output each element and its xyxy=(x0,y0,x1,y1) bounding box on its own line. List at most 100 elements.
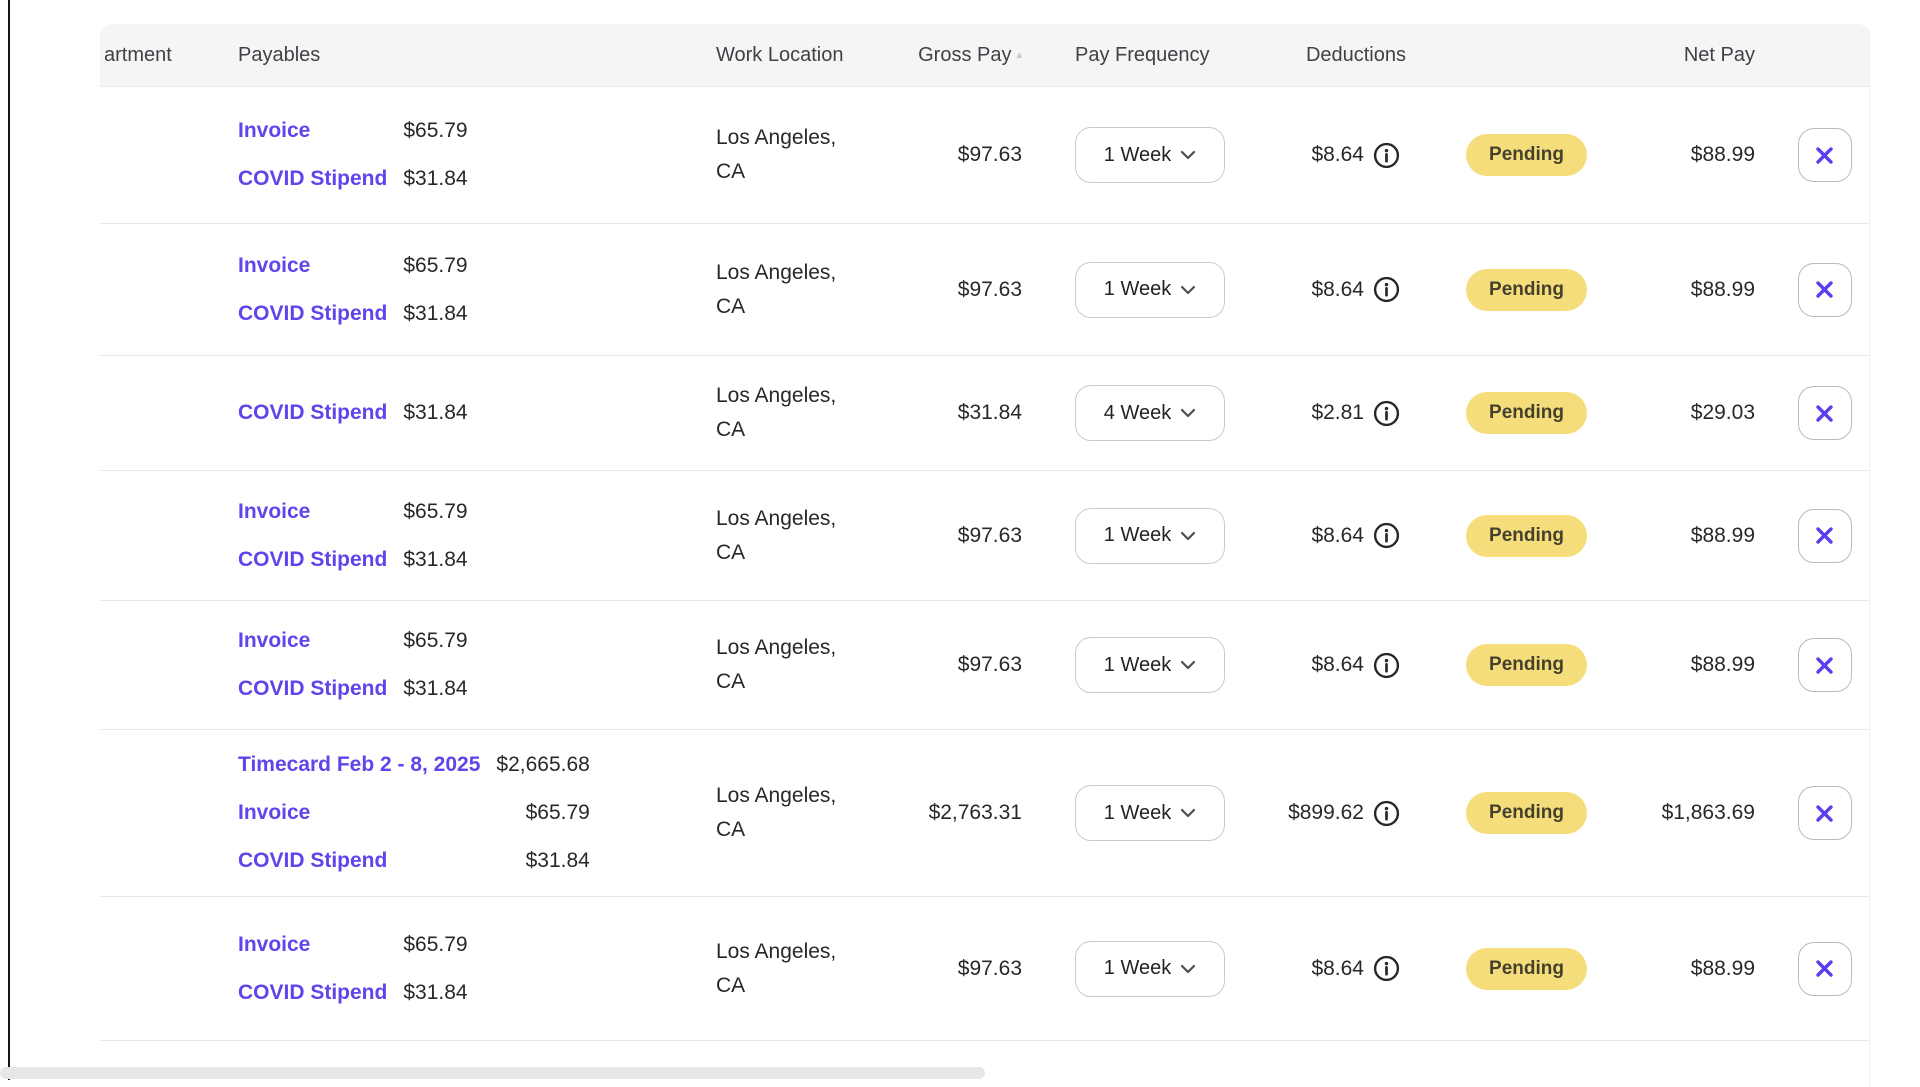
payable-line: COVID Stipend $31.84 xyxy=(238,969,468,1017)
table-row: Timecard Feb 2 - 8, 2025 $2,665.68 Invoice… xyxy=(100,730,1869,897)
cell-pay-frequency: 1 Week xyxy=(1030,507,1255,564)
remove-row-button[interactable] xyxy=(1797,638,1852,692)
payable-link[interactable]: Invoice xyxy=(238,801,311,824)
payables-table: artment Payables Work Location Gross Pay… xyxy=(100,24,1870,1087)
cell-gross-pay: $97.63 xyxy=(900,278,1030,302)
payables-list: Invoice $65.79 COVID Stipend $31.84 xyxy=(238,107,468,203)
payable-link[interactable]: COVID Stipend xyxy=(238,547,388,571)
cell-actions xyxy=(1780,128,1869,182)
info-icon[interactable] xyxy=(1373,955,1400,982)
payable-link[interactable]: Invoice xyxy=(238,499,311,523)
payable-amount: $31.84 xyxy=(403,167,468,190)
chevron-down-icon xyxy=(1181,285,1196,294)
work-location-text: Los Angeles, CA xyxy=(716,506,837,564)
chevron-down-icon xyxy=(1181,660,1196,670)
close-icon xyxy=(1816,281,1833,298)
info-icon[interactable] xyxy=(1373,800,1400,827)
pay-frequency-select[interactable]: 1 Week xyxy=(1075,785,1225,841)
payable-link[interactable]: COVID Stipend xyxy=(238,167,388,190)
remove-row-button[interactable] xyxy=(1797,386,1852,440)
table-row-partial xyxy=(100,1041,1869,1087)
gross-pay-value: $31.84 xyxy=(957,401,1022,424)
info-icon[interactable] xyxy=(1373,400,1400,427)
info-icon[interactable] xyxy=(1373,276,1400,303)
payable-link[interactable]: COVID Stipend xyxy=(238,849,388,872)
cell-work-location: Los Angeles, CA xyxy=(700,779,900,847)
payable-line: Timecard Feb 2 - 8, 2025 $2,665.68 xyxy=(238,741,590,789)
remove-row-button[interactable] xyxy=(1797,786,1852,840)
cell-gross-pay: $97.63 xyxy=(900,524,1030,548)
column-header-department: artment xyxy=(104,43,172,66)
pay-frequency-value: 1 Week xyxy=(1103,801,1172,824)
payable-amount: $31.84 xyxy=(525,849,590,872)
column-header-gross-pay[interactable]: Gross Pay ▴ xyxy=(900,44,1030,67)
cell-net-pay: $1,863.69 xyxy=(1615,801,1780,825)
cell-net-pay: $88.99 xyxy=(1615,653,1780,677)
cell-actions xyxy=(1780,386,1869,440)
payable-link[interactable]: Invoice xyxy=(238,932,311,956)
payable-link[interactable]: COVID Stipend xyxy=(238,401,388,424)
deductions-value: $8.64 xyxy=(1311,523,1364,547)
remove-row-button[interactable] xyxy=(1797,128,1852,182)
cell-work-location: Los Angeles, CA xyxy=(700,379,900,447)
gross-pay-value: $97.63 xyxy=(957,956,1022,980)
cell-net-pay: $88.99 xyxy=(1615,278,1780,302)
pay-frequency-select[interactable]: 1 Week xyxy=(1075,261,1225,318)
payable-link[interactable]: Invoice xyxy=(238,253,311,277)
payable-link[interactable]: COVID Stipend xyxy=(238,677,388,700)
payable-line: Invoice $65.79 xyxy=(238,617,468,665)
cell-payables: Invoice $65.79 COVID Stipend $31.84 xyxy=(232,242,700,338)
window-edge-line xyxy=(8,0,10,1080)
payable-amount: $31.84 xyxy=(403,301,468,325)
payable-link[interactable]: COVID Stipend xyxy=(238,301,388,325)
cell-deductions: $2.81 xyxy=(1255,400,1420,427)
deductions-value: $899.62 xyxy=(1288,801,1364,824)
cell-deductions: $899.62 xyxy=(1255,800,1420,827)
cell-payables: Invoice $65.79 COVID Stipend $31.84 xyxy=(232,488,700,584)
cell-pay-frequency: 4 Week xyxy=(1030,385,1255,441)
cell-deductions: $8.64 xyxy=(1255,142,1420,169)
info-icon[interactable] xyxy=(1373,142,1400,169)
payables-list: Invoice $65.79 COVID Stipend $31.84 xyxy=(238,921,468,1017)
cell-actions xyxy=(1780,508,1869,563)
cell-net-pay: $29.03 xyxy=(1615,401,1780,425)
horizontal-scrollbar-thumb[interactable] xyxy=(0,1067,985,1079)
payable-link[interactable]: COVID Stipend xyxy=(238,980,388,1004)
column-header-pay-frequency: Pay Frequency xyxy=(1075,43,1210,66)
pay-frequency-select[interactable]: 1 Week xyxy=(1075,127,1225,183)
close-icon xyxy=(1816,527,1833,544)
cell-net-pay: $88.99 xyxy=(1615,143,1780,167)
payables-list: Invoice $65.79 COVID Stipend $31.84 xyxy=(238,617,468,713)
remove-row-button[interactable] xyxy=(1797,262,1852,317)
cell-work-location: Los Angeles, CA xyxy=(700,256,900,324)
pay-frequency-select[interactable]: 1 Week xyxy=(1075,940,1225,997)
payable-link[interactable]: Invoice xyxy=(238,629,311,652)
cell-status: Pending xyxy=(1420,268,1615,311)
status-badge: Pending xyxy=(1466,514,1587,557)
info-icon[interactable] xyxy=(1373,652,1400,679)
pay-frequency-select[interactable]: 4 Week xyxy=(1075,385,1225,441)
gross-pay-header-label: Gross Pay xyxy=(918,43,1012,66)
payable-amount: $65.79 xyxy=(403,629,468,652)
payable-link[interactable]: Invoice xyxy=(238,119,311,142)
cell-deductions: $8.64 xyxy=(1255,955,1420,982)
remove-row-button[interactable] xyxy=(1797,508,1852,563)
remove-row-button[interactable] xyxy=(1797,941,1852,996)
cell-actions xyxy=(1780,786,1869,840)
info-icon[interactable] xyxy=(1373,522,1400,549)
cell-deductions: $8.64 xyxy=(1255,522,1420,549)
gross-pay-value: $2,763.31 xyxy=(928,801,1022,824)
pay-frequency-select[interactable]: 1 Week xyxy=(1075,637,1225,693)
close-icon xyxy=(1816,804,1833,822)
cell-pay-frequency: 1 Week xyxy=(1030,637,1255,693)
cell-work-location: Los Angeles, CA xyxy=(700,935,900,1003)
pay-frequency-select[interactable]: 1 Week xyxy=(1075,507,1225,564)
cell-deductions: $8.64 xyxy=(1255,652,1420,679)
payable-line: Invoice $65.79 xyxy=(238,921,468,969)
cell-pay-frequency: 1 Week xyxy=(1030,261,1255,318)
net-pay-value: $1,863.69 xyxy=(1661,801,1755,824)
table-header-row: artment Payables Work Location Gross Pay… xyxy=(100,24,1869,87)
payable-link[interactable]: Timecard Feb 2 - 8, 2025 xyxy=(238,753,481,776)
cell-actions xyxy=(1780,638,1869,692)
